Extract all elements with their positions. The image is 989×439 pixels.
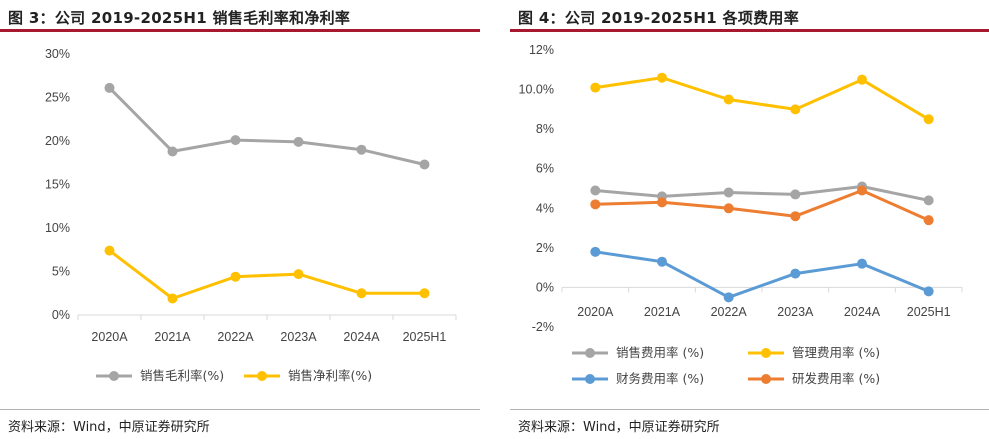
x-tick-label: 2020A	[577, 305, 614, 319]
y-tick-label: 0%	[536, 280, 554, 294]
legend-marker	[585, 374, 595, 384]
data-point	[857, 185, 867, 196]
data-point	[230, 271, 241, 282]
x-tick-label: 2020A	[91, 330, 128, 344]
y-tick-label: 10.0%	[519, 83, 554, 97]
expense-line-chart: -2% 0% 2% 4% 6% 8% 10.0% 12% 2020A 2021A 2022A 2023…	[519, 43, 963, 386]
data-point	[419, 288, 430, 299]
data-point	[723, 187, 734, 198]
data-point	[723, 292, 734, 303]
legend-marker	[761, 374, 771, 384]
y-tick-label: 20%	[45, 134, 70, 148]
legend-label: 销售毛利率(%)	[140, 368, 224, 383]
data-point	[857, 258, 867, 269]
data-point	[167, 146, 178, 157]
data-point	[923, 286, 934, 297]
y-tick-label: 2%	[536, 241, 554, 255]
legend-label: 财务费用率 (%)	[616, 371, 704, 386]
y-tick-label: 15%	[45, 178, 70, 192]
data-point	[657, 197, 667, 208]
data-point	[590, 246, 601, 257]
data-point	[167, 293, 178, 304]
title-underline	[0, 29, 480, 32]
y-tick-label: 12%	[529, 43, 554, 57]
source-divider	[510, 409, 989, 410]
x-tick-label: 2022A	[217, 330, 254, 344]
y-tick-label: 5%	[52, 265, 70, 279]
legend-marker	[257, 371, 267, 381]
x-tick-label: 2022A	[711, 305, 748, 319]
y-tick-label: -2%	[532, 320, 554, 334]
source-note: 资料来源：Wind，中原证券研究所	[518, 420, 720, 435]
y-tick-label: 0%	[52, 308, 70, 322]
y-tick-label: 30%	[45, 47, 70, 61]
x-tick-label: 2024A	[844, 305, 881, 319]
series-line	[595, 250, 930, 299]
y-tick-label: 6%	[536, 162, 554, 176]
data-point	[590, 185, 601, 196]
chart-panel-gross-net-margin: 图 3：公司 2019-2025H1 销售毛利率和净利率 0% 5% 10% 15% 2…	[0, 0, 480, 439]
legend-label: 销售费用率 (%)	[616, 345, 704, 360]
chart-title: 图 3：公司 2019-2025H1 销售毛利率和净利率	[8, 9, 351, 27]
legend-label: 销售净利率(%)	[288, 368, 372, 383]
legend-label: 研发费用率 (%)	[792, 371, 880, 386]
series-line	[108, 86, 425, 166]
legend-marker	[109, 371, 119, 381]
x-tick-label: 2021A	[644, 305, 681, 319]
title-underline	[510, 29, 989, 32]
legend-label: 管理费用率 (%)	[792, 345, 880, 360]
chart-panel-expense-ratios: 图 4：公司 2019-2025H1 各项费用率 -2% 0% 2% 4% 6% 8% 10…	[510, 0, 989, 439]
data-point	[356, 144, 367, 155]
data-point	[923, 114, 934, 125]
x-tick-label: 2023A	[777, 305, 814, 319]
data-point	[923, 215, 934, 226]
data-point	[790, 268, 801, 279]
data-point	[790, 211, 801, 222]
y-tick-label: 10%	[45, 221, 70, 235]
data-point	[723, 203, 734, 214]
y-tick-label: 25%	[45, 91, 70, 105]
data-point	[293, 269, 304, 280]
margin-line-chart: 0% 5% 10% 15% 20% 25% 30% 2020A 2021A 2022A 2023A 2…	[45, 47, 457, 383]
series-line	[595, 76, 930, 121]
x-tick-label: 2023A	[280, 330, 317, 344]
data-point	[857, 74, 867, 85]
series-line	[108, 249, 425, 300]
legend-marker	[761, 348, 771, 358]
data-point	[790, 189, 801, 200]
data-point	[590, 199, 601, 210]
data-point	[419, 159, 430, 170]
series-line	[595, 185, 930, 202]
data-point	[723, 94, 734, 105]
data-point	[590, 82, 601, 93]
data-point	[293, 136, 304, 147]
chart-title: 图 4：公司 2019-2025H1 各项费用率	[518, 9, 800, 27]
data-point	[230, 135, 241, 146]
x-tick-label: 2025H1	[403, 330, 447, 344]
source-note: 资料来源：Wind，中原证券研究所	[8, 420, 210, 435]
legend-marker	[585, 348, 595, 358]
series-line	[595, 189, 930, 222]
x-tick-label: 2021A	[154, 330, 191, 344]
data-point	[923, 195, 934, 206]
y-tick-label: 4%	[536, 201, 554, 215]
data-point	[356, 288, 367, 299]
data-point	[657, 72, 667, 83]
x-tick-label: 2024A	[343, 330, 380, 344]
source-divider	[0, 409, 480, 410]
x-tick-label: 2025H1	[907, 305, 951, 319]
data-point	[790, 104, 801, 115]
y-tick-label: 8%	[536, 122, 554, 136]
data-point	[104, 82, 115, 93]
data-point	[657, 256, 667, 267]
data-point	[104, 245, 115, 256]
